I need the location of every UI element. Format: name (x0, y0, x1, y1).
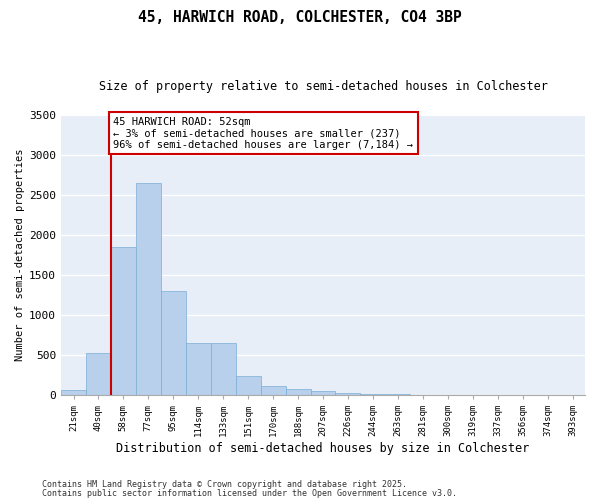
Bar (186, 343, 211, 395)
Bar (260, 386, 286, 395)
Bar (161, 291, 186, 395)
Bar (385, 394, 410, 395)
Text: Contains HM Land Registry data © Crown copyright and database right 2025.: Contains HM Land Registry data © Crown c… (42, 480, 407, 489)
X-axis label: Distribution of semi-detached houses by size in Colchester: Distribution of semi-detached houses by … (116, 442, 530, 455)
Bar (111, 247, 136, 395)
Bar (335, 393, 361, 395)
Text: Contains public sector information licensed under the Open Government Licence v3: Contains public sector information licen… (42, 489, 457, 498)
Bar (61, 390, 86, 395)
Bar (86, 352, 111, 395)
Bar (286, 389, 311, 395)
Text: 45 HARWICH ROAD: 52sqm
← 3% of semi-detached houses are smaller (237)
96% of sem: 45 HARWICH ROAD: 52sqm ← 3% of semi-deta… (113, 116, 413, 150)
Bar (311, 391, 335, 395)
Bar (211, 343, 236, 395)
Title: Size of property relative to semi-detached houses in Colchester: Size of property relative to semi-detach… (98, 80, 547, 93)
Y-axis label: Number of semi-detached properties: Number of semi-detached properties (15, 149, 25, 362)
Bar (236, 376, 260, 395)
Bar (136, 183, 161, 395)
Bar (361, 394, 385, 395)
Text: 45, HARWICH ROAD, COLCHESTER, CO4 3BP: 45, HARWICH ROAD, COLCHESTER, CO4 3BP (138, 10, 462, 25)
